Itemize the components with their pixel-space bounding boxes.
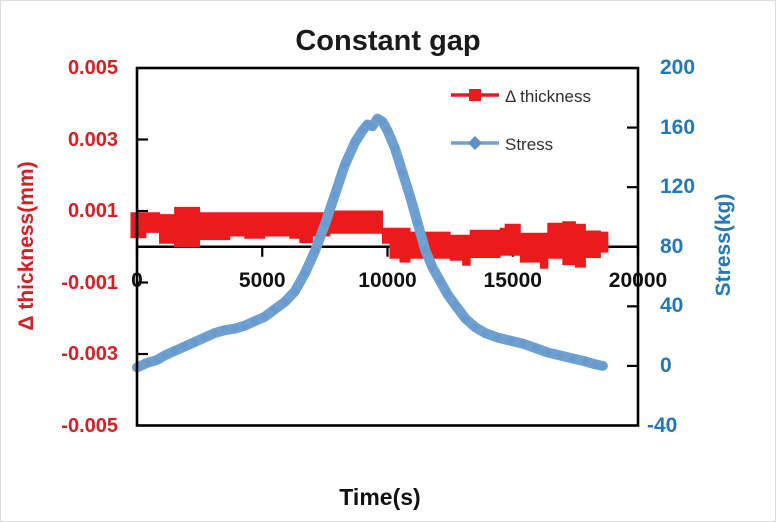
stress-diamond-marker: [350, 137, 360, 147]
right-y-tick-label: 200: [660, 56, 696, 79]
legend-item-thickness: Δ thickness: [450, 86, 591, 108]
stress-diamond-marker: [372, 114, 382, 124]
stress-diamond-marker: [340, 160, 350, 170]
stress-diamond-marker: [443, 289, 453, 299]
stress-diamond-marker: [170, 346, 180, 356]
stress-diamond-marker: [367, 121, 377, 131]
x-tick-label: 5000: [238, 269, 286, 292]
stress-diamond-marker: [240, 321, 250, 331]
chart-title: Constant gap: [295, 25, 481, 57]
stress-diamond-marker: [190, 337, 200, 347]
right-y-tick-label: 40: [660, 294, 684, 318]
stress-diamond-marker: [598, 361, 608, 371]
stress-diamond-marker: [398, 167, 408, 177]
stress-diamond-marker: [377, 117, 387, 127]
stress-diamond-marker: [290, 286, 300, 296]
stress-diamond-marker: [330, 190, 340, 200]
stress-diamond-marker: [493, 333, 503, 343]
stress-diamond-marker: [460, 313, 470, 323]
stress-diamond-marker: [300, 269, 310, 279]
thickness-series-swatch-icon: [450, 86, 500, 109]
right-y-tick-label: 0: [660, 353, 672, 377]
stress-diamond-marker: [142, 358, 152, 368]
stress-diamond-marker: [505, 336, 515, 346]
stress-diamond-marker: [383, 126, 392, 136]
stress-diamond-marker: [230, 324, 240, 334]
stress-diamond-marker: [470, 322, 480, 332]
stress-diamond-marker: [160, 350, 170, 360]
x-tick-label: 0: [131, 269, 143, 292]
legend: Δ thickness Stress: [450, 86, 591, 156]
stress-diamond-marker: [435, 276, 445, 286]
stress-diamond-marker: [568, 353, 578, 363]
right-y-tick-label: 80: [660, 234, 684, 258]
stress-series-swatch-icon: [450, 134, 500, 157]
stress-diamond-marker: [480, 328, 490, 338]
stress-diamond-marker: [590, 359, 600, 369]
left-y-tick-label: 0.005: [67, 57, 118, 79]
stress-diamond-marker: [310, 246, 320, 256]
legend-item-stress: Stress: [450, 134, 591, 156]
left-y-tick-label: 0.003: [67, 128, 118, 151]
stress-diamond-marker: [428, 263, 438, 273]
right-y-tick-label: -40: [647, 413, 678, 437]
legend-label-thickness: Δ thickness: [505, 87, 592, 106]
x-tick-label: 20000: [608, 269, 668, 292]
stress-diamond-marker: [390, 143, 400, 153]
stress-diamond-marker: [555, 350, 565, 360]
stress-diamond-marker: [250, 316, 260, 326]
stress-diamond-marker: [220, 325, 230, 335]
stress-diamond-marker: [580, 356, 590, 366]
stress-diamond-marker: [450, 300, 460, 310]
x-axis-title: Time(s): [339, 484, 421, 510]
plot-border: [135, 66, 640, 427]
stress-series-line: [132, 113, 608, 373]
stress-diamond-marker: [210, 328, 220, 338]
right-y-tick-label: 120: [660, 175, 696, 199]
stress-diamond-marker: [357, 126, 367, 136]
legend-label-stress: Stress: [505, 135, 554, 154]
left-y-tick-label: -0.005: [61, 414, 118, 437]
stress-diamond-marker: [413, 218, 423, 228]
stress-diamond-marker: [270, 304, 280, 314]
stress-diamond-marker: [260, 312, 270, 322]
stress-diamond-marker: [405, 191, 415, 201]
thickness-series-band: [130, 206, 609, 269]
stress-diamond-marker: [320, 219, 330, 229]
x-tick-label: 15000: [483, 269, 542, 292]
left-y-tick-label: -0.003: [61, 343, 118, 365]
stress-diamond-marker: [530, 343, 540, 353]
stress-diamond-marker: [152, 355, 162, 365]
stress-diamond-marker: [420, 245, 430, 255]
stress-diamond-marker: [180, 342, 190, 352]
stress-diamond-marker: [280, 297, 290, 307]
left-y-tick-label: -0.001: [61, 271, 118, 294]
right-y-tick-label: 160: [660, 115, 696, 139]
stress-diamond-marker: [518, 339, 528, 349]
stress-diamond-marker: [543, 348, 553, 358]
left-y-tick-label: 0.001: [67, 200, 118, 222]
stress-diamond-marker: [362, 120, 372, 130]
stress-diamond-marker: [200, 333, 210, 343]
x-tick-label: 10000: [358, 269, 417, 292]
